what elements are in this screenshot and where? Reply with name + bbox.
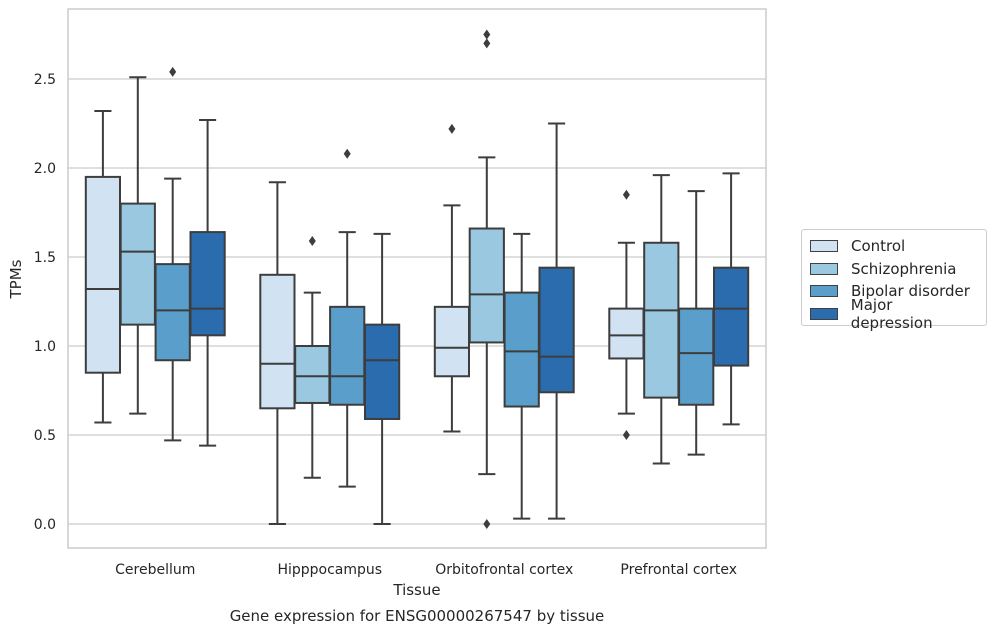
y-axis-label: TPMs xyxy=(7,259,25,299)
y-tick-label: 1.5 xyxy=(34,250,56,266)
box-body xyxy=(503,291,540,408)
y-tick-labels: 0.0 0.5 1.0 1.5 2.0 2.5 xyxy=(34,72,56,533)
box-major-depression xyxy=(538,122,575,520)
chart-caption: Gene expression for ENSG00000267547 by t… xyxy=(230,607,605,625)
plot-frame xyxy=(67,8,767,549)
x-tick-label: Cerebellum xyxy=(115,562,195,578)
box-control xyxy=(84,110,122,424)
legend-item: Control xyxy=(810,235,978,258)
legend-swatch xyxy=(810,307,838,320)
x-axis-label: Tissue xyxy=(392,581,440,599)
x-tick-labels: Cerebellum Hipppocampus Orbitofrontal cort… xyxy=(115,562,737,578)
box-bipolar-disorder xyxy=(503,232,540,520)
box-body xyxy=(84,175,122,374)
box-schizophrenia xyxy=(643,174,680,465)
legend-swatch xyxy=(810,240,838,253)
y-tick-label: 2.0 xyxy=(34,161,56,177)
box-body xyxy=(329,305,366,406)
legend-label: Schizophrenia xyxy=(851,259,957,278)
box-body xyxy=(189,231,226,337)
box-schizophrenia xyxy=(119,76,156,415)
x-tick-label: Prefrontal cortex xyxy=(620,562,737,578)
outlier-point xyxy=(483,519,491,529)
legend-item: Schizophrenia xyxy=(810,258,978,281)
box-bipolar-disorder xyxy=(678,190,715,456)
boxes xyxy=(84,29,750,529)
y-tick-label: 1.0 xyxy=(34,339,56,355)
x-tick-label: Orbitofrontal cortex xyxy=(435,562,573,578)
box-body xyxy=(259,273,296,410)
legend-swatch xyxy=(810,262,838,275)
box-body xyxy=(119,202,156,326)
legend-label: Major depression xyxy=(850,295,933,332)
outlier-point xyxy=(308,235,316,246)
y-tick-label: 0.5 xyxy=(34,428,56,444)
outlier-point xyxy=(169,66,177,77)
box-body xyxy=(433,305,471,378)
box-body xyxy=(468,227,505,344)
legend-item: Bipolar disorder xyxy=(810,280,978,303)
box-major-depression xyxy=(712,172,750,426)
box-bipolar-disorder xyxy=(154,66,191,442)
box-body xyxy=(154,263,191,362)
legend-label: Control xyxy=(851,237,906,256)
legend-label: Bipolar disorder xyxy=(851,282,970,301)
box-control xyxy=(433,123,471,433)
outlier-point xyxy=(343,148,351,159)
box-bipolar-disorder xyxy=(329,148,366,488)
legend-swatch xyxy=(810,285,838,298)
box-body xyxy=(643,241,680,399)
box-body xyxy=(608,307,645,360)
box-body xyxy=(538,266,575,394)
box-control xyxy=(259,181,296,525)
outlier-point xyxy=(483,38,491,49)
y-tick-label: 2.5 xyxy=(34,72,56,88)
box-schizophrenia xyxy=(294,235,331,479)
box-schizophrenia xyxy=(468,29,505,529)
legend: Control Schizophrenia Bipolar disorder M… xyxy=(801,229,987,332)
box-major-depression xyxy=(189,118,226,447)
x-tick-label: Hipppocampus xyxy=(277,562,382,578)
outlier-point xyxy=(622,189,630,200)
legend-item: Major depression xyxy=(810,296,978,332)
box-body xyxy=(294,345,331,404)
outlier-point xyxy=(448,123,456,134)
box-body xyxy=(363,323,401,420)
outlier-point xyxy=(483,29,491,40)
box-control xyxy=(608,189,645,440)
box-body xyxy=(678,307,715,406)
box-body xyxy=(712,266,750,367)
y-tick-label: 0.0 xyxy=(34,517,56,533)
outlier-point xyxy=(622,430,630,440)
box-major-depression xyxy=(363,232,401,525)
